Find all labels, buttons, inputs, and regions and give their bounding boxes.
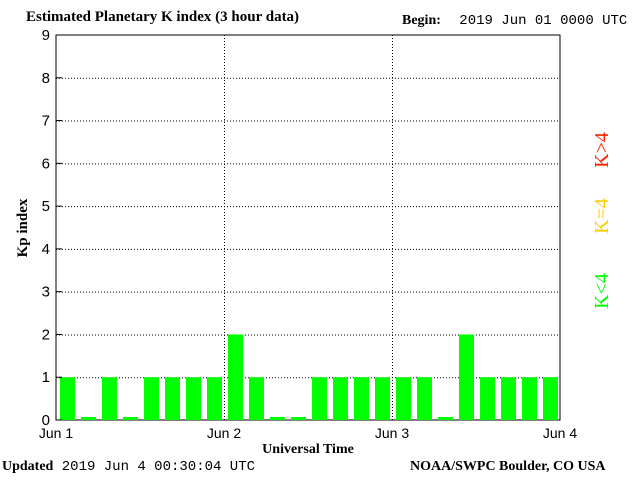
- kp-bar: [417, 377, 432, 420]
- kp-bar: [501, 377, 516, 420]
- kp-bar: [81, 417, 96, 420]
- x-axis-label: Universal Time: [262, 442, 354, 457]
- grid: [56, 35, 560, 420]
- plot-frame: [55, 34, 561, 421]
- kp-bar: [249, 377, 264, 420]
- y-tick-label: 0: [42, 412, 50, 429]
- bars: [60, 334, 558, 420]
- y-axis-label: Kp index: [15, 198, 31, 257]
- kp-bar: [438, 417, 453, 420]
- kp-bar: [165, 377, 180, 420]
- kp-bar: [270, 417, 285, 420]
- x-tick-label: Jun 4: [543, 425, 577, 441]
- updated-label: Updated: [2, 459, 54, 474]
- begin-timestamp: Begin: 2019 Jun 01 0000 UTC: [402, 13, 627, 29]
- begin-label: Begin:: [402, 13, 441, 28]
- y-tick-label: 6: [42, 155, 50, 172]
- y-tick-label: 1: [42, 369, 50, 386]
- kp-bar: [228, 334, 243, 420]
- x-tick-label: Jun 1: [39, 425, 73, 441]
- x-tick-label: Jun 2: [207, 425, 241, 441]
- begin-date: 2019 Jun 01 0000 UTC: [459, 13, 628, 29]
- y-tick-label: 3: [42, 284, 50, 301]
- kp-bar: [312, 377, 327, 420]
- x-tick-label: Jun 3: [375, 425, 409, 441]
- updated-date: 2019 Jun 4 00:30:04 UTC: [61, 459, 255, 475]
- kp-bar: [123, 417, 138, 420]
- organization-credit: NOAA/SWPC Boulder, CO USA: [410, 459, 606, 474]
- kp-bar: [459, 334, 474, 420]
- kp-bar: [207, 377, 222, 420]
- kp-bar: [144, 377, 159, 420]
- y-tick-label: 8: [42, 70, 50, 87]
- kp-bar: [375, 377, 390, 420]
- kp-bar: [333, 377, 348, 420]
- y-tick-label: 7: [42, 113, 50, 130]
- kp-bar: [543, 377, 558, 420]
- y-tick-label: 9: [42, 27, 50, 44]
- kp-bar: [480, 377, 495, 420]
- y-tick-label: 2: [42, 326, 50, 343]
- y-ticks: 0 1 2 3 4 5 6 7 8 9: [42, 27, 62, 429]
- kp-bar: [60, 377, 75, 420]
- y-tick-label: 4: [42, 241, 50, 258]
- legend-k-equal-4: K=4: [591, 198, 613, 234]
- kp-bar: [291, 417, 306, 420]
- kp-bar: [354, 377, 369, 420]
- y-tick-label: 5: [42, 198, 50, 215]
- x-ticks: Jun 1 Jun 2 Jun 3 Jun 4: [39, 425, 577, 441]
- updated-timestamp: Updated 2019 Jun 4 00:30:04 UTC: [2, 459, 255, 475]
- legend-k-below-4: K<4: [591, 273, 613, 309]
- page-title: Estimated Planetary K index (3 hour data…: [26, 9, 300, 25]
- kp-bar: [102, 377, 117, 420]
- kp-bar: [186, 377, 201, 420]
- kp-bar: [522, 377, 537, 420]
- kp-bar: [396, 377, 411, 420]
- legend-k-above-4: K>4: [591, 132, 613, 168]
